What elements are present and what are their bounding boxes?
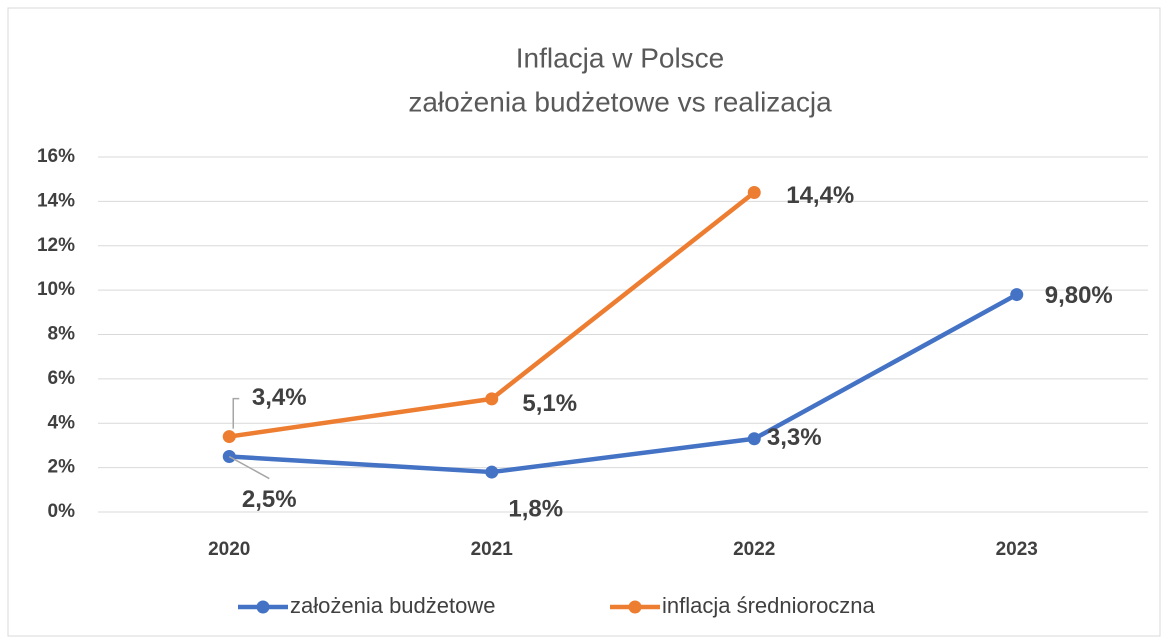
- y-tick-label: 8%: [48, 324, 76, 345]
- data-point: [485, 392, 499, 406]
- data-point: [485, 465, 499, 479]
- y-tick-label: 0%: [48, 501, 76, 522]
- value-label: 1,8%: [508, 495, 563, 522]
- value-label: 5,1%: [522, 390, 577, 417]
- value-label: 3,4%: [252, 384, 307, 411]
- value-label: 3,3%: [767, 424, 822, 451]
- legend-label: założenia budżetowe: [290, 593, 495, 618]
- y-tick-label: 2%: [48, 457, 76, 478]
- chart-subtitle: założenia budżetowe vs realizacja: [408, 86, 832, 117]
- value-label: 9,80%: [1045, 282, 1113, 309]
- y-tick-label: 16%: [37, 146, 75, 167]
- x-tick-label: 2023: [996, 539, 1038, 560]
- leader-line: [228, 455, 270, 480]
- x-tick-label: 2021: [471, 539, 514, 560]
- value-label: 14,4%: [786, 182, 854, 209]
- series-line: [229, 292, 1018, 475]
- y-tick-label: 4%: [48, 412, 76, 433]
- leader-line: [232, 397, 240, 429]
- data-point: [747, 186, 761, 199]
- x-tick-label: 2022: [733, 539, 775, 560]
- y-tick-label: 10%: [37, 279, 75, 300]
- data-point: [1010, 288, 1024, 302]
- y-tick-label: 14%: [37, 190, 75, 211]
- data-point: [747, 432, 761, 446]
- x-tick-label: 2020: [208, 539, 250, 560]
- legend-label: inflacja średnioroczna: [662, 593, 876, 618]
- legend-marker: [256, 600, 270, 614]
- chart-title: Inflacja w Polsce: [516, 42, 725, 73]
- y-tick-label: 12%: [37, 235, 75, 256]
- value-label: 2,5%: [242, 486, 297, 513]
- data-point: [222, 430, 236, 444]
- legend-marker: [628, 600, 642, 614]
- y-tick-label: 6%: [48, 368, 76, 389]
